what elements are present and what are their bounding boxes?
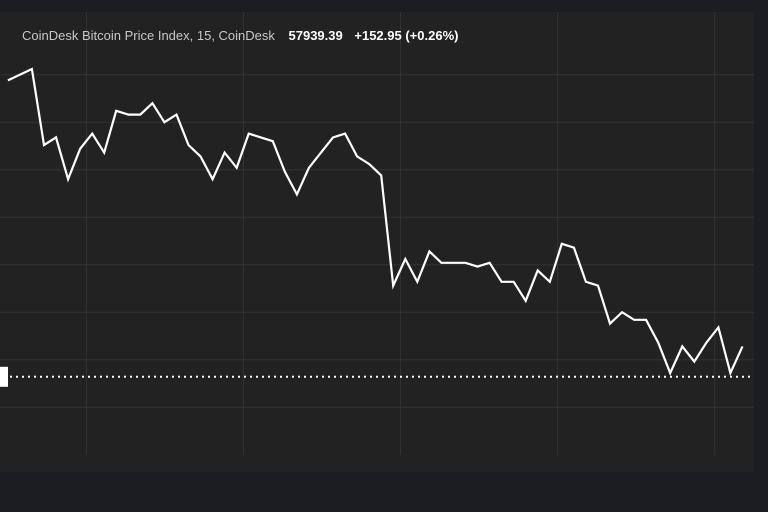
x-tick-label: 06:00	[226, 469, 261, 472]
bottom-border	[0, 472, 768, 512]
x-tick-label: 03:00	[69, 469, 104, 472]
grid-lines	[0, 12, 754, 455]
last-price-marker[interactable]	[0, 366, 8, 387]
last-price: 57939.39	[288, 28, 343, 43]
x-tick-label: 09:00	[383, 469, 418, 472]
chart-header: CoinDesk Bitcoin Price Index, 15, CoinDe…	[22, 28, 458, 43]
price-series-line	[7, 67, 744, 377]
x-axis-ticks: 03:00 06:00 09:00 12:00 15:00	[69, 469, 733, 472]
x-tick-label: 12:00	[540, 469, 575, 472]
chart-title: CoinDesk Bitcoin Price Index, 15, CoinDe…	[22, 28, 275, 43]
x-tick-label: 15:00	[697, 469, 732, 472]
price-chart[interactable]: 03:00 06:00 09:00 12:00 15:00	[0, 0, 754, 472]
price-change: +152.95 (+0.26%)	[354, 28, 459, 43]
chart-panel	[0, 12, 754, 472]
right-border	[754, 0, 768, 512]
